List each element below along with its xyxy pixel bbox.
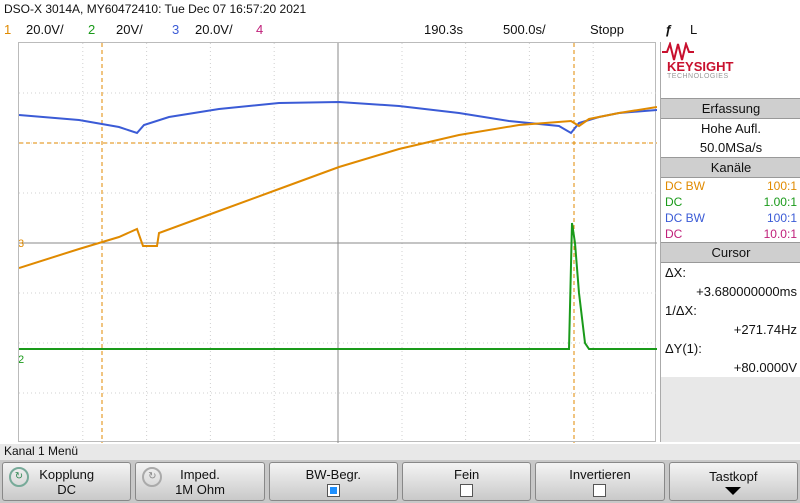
channels-header: Kanäle bbox=[661, 157, 800, 178]
softkey-coupling-label: Kopplung bbox=[39, 466, 95, 482]
dx-label: ΔX: bbox=[661, 263, 800, 282]
ch1-coupling: DC BW bbox=[665, 179, 705, 193]
ch3-scale[interactable]: 20.0V/ bbox=[195, 22, 233, 37]
knob-icon: ↻ bbox=[142, 467, 163, 487]
channel-1-row: DC BW 100:1 bbox=[661, 178, 800, 194]
ch1-ground-marker: 3 bbox=[19, 238, 24, 250]
softkey-coupling-value: DC bbox=[57, 481, 77, 497]
softkey-impedance-label: Imped. bbox=[180, 466, 220, 482]
softkey-fine[interactable]: Fein bbox=[401, 462, 532, 501]
ch4-coupling: DC bbox=[665, 227, 683, 241]
softkey-invert[interactable]: Invertieren bbox=[535, 462, 665, 501]
softkey-bar: ↻ Kopplung DC ↻ Imped. 1M Ohm BW-Begr. F… bbox=[0, 460, 800, 503]
submenu-arrow-icon bbox=[725, 486, 742, 495]
trigger-mode[interactable]: L bbox=[690, 22, 698, 37]
status-bar: 1 20.0V/ 2 20V/ 3 20.0V/ 4 190.3s 500.0s… bbox=[0, 22, 697, 40]
ch2-coupling: DC bbox=[665, 195, 683, 209]
softkey-impedance[interactable]: ↻ Imped. 1M Ohm bbox=[135, 462, 265, 501]
softkey-probe[interactable]: Tastkopf bbox=[668, 462, 798, 501]
ch2-number[interactable]: 2 bbox=[88, 22, 96, 37]
brand-sub: TECHNOLOGIES bbox=[667, 72, 729, 80]
softkey-invert-label: Invertieren bbox=[569, 466, 631, 482]
inv-dx-value: +271.74Hz bbox=[661, 320, 800, 339]
keysight-wave-icon bbox=[662, 42, 694, 61]
softkey-coupling[interactable]: ↻ Kopplung DC bbox=[2, 462, 132, 501]
ch1-number[interactable]: 1 bbox=[4, 22, 12, 37]
softkey-probe-label: Tastkopf bbox=[709, 468, 758, 484]
ch2-trace bbox=[19, 222, 657, 350]
center-axes bbox=[19, 43, 657, 443]
channel-4-row: DC 10.0:1 bbox=[661, 226, 800, 242]
time-position[interactable]: 190.3s bbox=[424, 22, 464, 37]
menu-title: Kanal 1 Menü bbox=[0, 444, 800, 460]
ch4-probe: 10.0:1 bbox=[763, 227, 797, 241]
ch1-probe: 100:1 bbox=[766, 179, 797, 193]
ch2-probe: 1.00:1 bbox=[763, 195, 797, 209]
ch2-ground-marker: 2 bbox=[19, 354, 24, 366]
ch3-coupling: DC BW bbox=[665, 211, 705, 225]
trigger-edge-icon: ƒ bbox=[665, 22, 673, 37]
ch3-trace bbox=[19, 100, 657, 135]
softkey-impedance-value: 1M Ohm bbox=[175, 481, 225, 497]
run-state[interactable]: Stopp bbox=[590, 22, 624, 37]
softkey-bw-limit-label: BW-Begr. bbox=[305, 466, 362, 482]
channel-2-row: DC 1.00:1 bbox=[661, 194, 800, 210]
ch4-number[interactable]: 4 bbox=[256, 22, 264, 37]
softkey-fine-label: Fein bbox=[454, 466, 480, 482]
bw-limit-checkbox[interactable] bbox=[326, 483, 340, 497]
ch2-scale[interactable]: 20V/ bbox=[116, 22, 143, 37]
acq-header: Erfassung bbox=[661, 98, 800, 119]
softkey-bw-limit[interactable]: BW-Begr. bbox=[268, 462, 398, 501]
acq-mode: Hohe Aufl. bbox=[661, 119, 800, 138]
cursor-header: Cursor bbox=[661, 242, 800, 263]
inv-dx-label: 1/ΔX: bbox=[661, 301, 800, 320]
dx-value: +3.680000000ms bbox=[661, 282, 800, 301]
channel-3-row: DC BW 100:1 bbox=[661, 210, 800, 226]
dy-label: ΔY(1): bbox=[661, 339, 800, 358]
ch3-probe: 100:1 bbox=[766, 211, 797, 225]
waveform-display[interactable]: 3 2 bbox=[18, 42, 657, 443]
brand-logo: KEYSIGHT TECHNOLOGIES bbox=[661, 42, 800, 98]
brand-name: KEYSIGHT bbox=[667, 58, 734, 74]
invert-checkbox[interactable] bbox=[593, 483, 607, 497]
ch1-scale[interactable]: 20.0V/ bbox=[26, 22, 64, 37]
graticule-svg: 3 2 bbox=[19, 43, 657, 443]
dy-value: +80.0000V bbox=[661, 358, 800, 377]
acq-rate: 50.0MSa/s bbox=[661, 138, 800, 157]
ch3-number[interactable]: 3 bbox=[172, 22, 180, 37]
fine-checkbox[interactable] bbox=[460, 483, 474, 497]
knob-icon: ↻ bbox=[9, 467, 29, 487]
time-scale[interactable]: 500.0s/ bbox=[503, 22, 546, 37]
window-title: DSO-X 3014A, MY60472410: Tue Dec 07 16:5… bbox=[4, 2, 307, 16]
sidebar: KEYSIGHT TECHNOLOGIES Erfassung Hohe Auf… bbox=[660, 42, 800, 442]
ch1-trace bbox=[19, 106, 657, 269]
